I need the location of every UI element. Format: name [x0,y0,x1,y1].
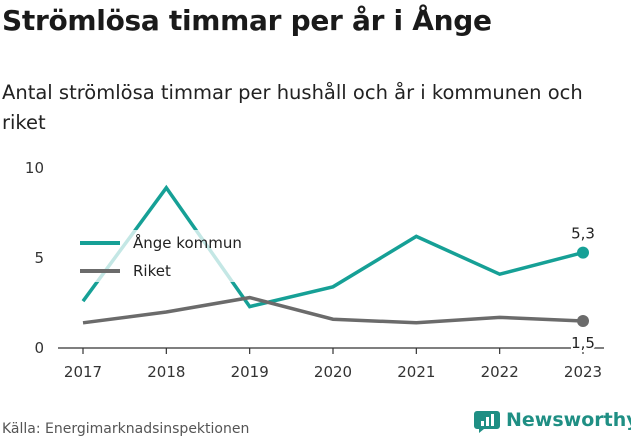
data-label: 5,3 [571,225,595,243]
legend-label: Ånge kommun [133,233,242,252]
series: 5,3 1,5 [81,184,597,354]
legend-background [70,230,275,282]
y-tick-label: 5 [34,249,44,267]
series-end-point [577,315,589,327]
brand-name: Newsworthy [506,409,631,431]
x-tick-label: 2019 [231,363,269,381]
x-tick-label: 2023 [564,363,602,381]
legend-label: Riket [133,262,171,280]
x-tick-label: 2018 [147,363,185,381]
newsworthy-logo-icon [474,411,500,433]
brand-logo: Newsworthy [474,407,631,433]
data-label: 1,5 [571,334,595,352]
x-tick-label: 2020 [314,363,352,381]
x-tick-label: 2021 [397,363,435,381]
y-tick-label: 0 [34,339,44,357]
series-end-point [577,246,589,259]
chart-title: Strömlösa timmar per år i Ånge [2,4,492,37]
axes: 0 5 10 2017 2018 2019 2020 2021 2022 2023 [25,159,604,381]
chart-subtitle: Antal strömlösa timmar per hushåll och å… [2,81,583,134]
x-tick-label: 2017 [64,363,102,381]
legend: Ånge kommun Riket [70,230,275,282]
y-tick-label: 10 [25,159,44,177]
source-note: Källa: Energimarknadsinspektionen [2,421,250,437]
series-line-riket [82,295,584,325]
series-line-ange-kommun [81,184,584,309]
x-tick-label: 2022 [481,363,519,381]
